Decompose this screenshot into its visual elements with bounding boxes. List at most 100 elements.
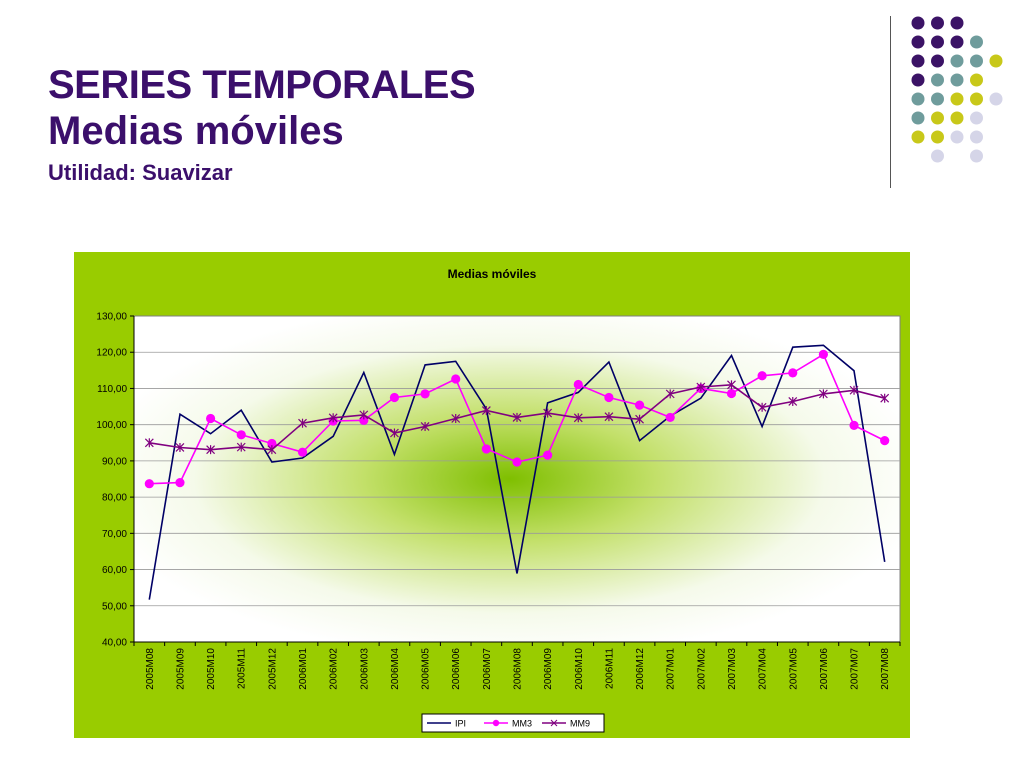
x-tick-label: 2005M08 [145,648,156,690]
x-tick-label: 2006M05 [421,648,432,690]
x-tick-label: 2006M04 [390,648,401,690]
x-tick-label: 2007M03 [727,648,738,690]
decorative-dot [970,54,983,68]
decorative-dot [931,92,944,106]
data-point-mm3 [788,368,798,378]
data-point-mm3 [389,392,400,403]
data-point-mm3 [236,430,246,440]
x-tick-label: 2005M09 [175,648,186,690]
decorative-dot [970,92,983,106]
decorative-dot [950,111,964,125]
decorative-dot [911,35,925,49]
data-point-mm9 [635,414,644,424]
x-tick-label: 2007M01 [666,648,677,690]
data-point-mm9 [144,438,154,448]
y-tick-label: 120,00 [96,348,127,359]
data-point-mm9 [420,421,430,431]
x-tick-label: 2007M08 [880,648,891,690]
legend-box [421,713,605,733]
x-tick-label: 2007M07 [850,648,861,690]
data-point-mm9 [359,410,369,420]
x-tick-label: 2005M12 [267,648,278,690]
decorative-dot [950,16,964,30]
decorative-dot [931,16,944,30]
decorative-dot [931,149,944,163]
data-point-mm3 [573,379,583,390]
data-point-mm9 [849,385,859,395]
data-point-mm3 [175,478,185,488]
data-point-mm9 [543,408,553,418]
data-point-mm9 [818,389,828,399]
slide-title-block: SERIES TEMPORALES Medias móviles Utilida… [48,62,476,190]
line-chart: Medias móviles 40,00 50,00 60,00 70,00 80,00 9… [96,267,901,733]
x-tick-label: 2006M03 [359,648,370,690]
decorative-dot [911,16,925,30]
x-tick-label: 2007M02 [696,648,707,690]
y-tick-label: 110,00 [97,384,127,395]
data-point-mm9 [727,380,736,390]
data-point-mm9 [757,402,767,412]
decorative-divider [890,16,891,188]
x-tick-label: 2005M11 [237,648,248,689]
data-point-mm3 [512,457,522,467]
data-point-mm9 [451,414,461,424]
data-point-mm9 [206,445,216,455]
data-point-mm9 [481,406,491,416]
data-point-mm9 [390,428,399,438]
decorative-dot [970,35,983,49]
data-point-mm3 [880,436,890,446]
legend-label-mm3: MM3 [512,719,532,729]
data-point-mm3 [267,438,277,449]
data-point-mm3 [849,420,859,430]
data-point-mm3 [726,388,737,399]
decorative-dot [911,92,925,106]
data-point-mm3 [543,450,553,460]
decorative-dot [970,73,983,87]
data-point-mm3 [481,444,491,454]
x-tick-label: 2006M08 [513,648,524,690]
data-point-mm3 [604,392,614,403]
series-line-ipi [148,344,886,600]
decorative-dot [950,35,964,49]
chart-area: Medias móviles 40,00 50,00 60,00 70,00 80,00 9… [74,252,910,738]
y-tick-label: 100,00 [96,420,127,431]
decorative-dot [911,111,925,125]
decorative-dot [911,73,925,87]
decorative-dot [989,54,1003,68]
x-tick-label: 2007M05 [788,648,799,690]
chart-legend: IPI MM3 MM9 [421,713,605,733]
decorative-dot [931,73,944,87]
decorative-dot [950,54,964,68]
data-point-mm3 [451,374,461,384]
data-point-mm9 [512,412,522,422]
decorative-dot [970,111,983,125]
legend-marker-mm3 [492,719,500,727]
x-tick-label: 2006M01 [298,648,309,690]
y-tick-label: 90,00 [102,456,127,467]
data-point-mm3 [297,447,308,457]
legend-label-ipi: IPI [455,719,466,729]
x-tick-label: 2007M06 [819,648,830,690]
data-point-mm9 [175,442,185,452]
x-tick-label: 2007M04 [758,648,769,690]
slide-title: SERIES TEMPORALES [48,63,476,107]
legend-label-mm9: MM9 [570,719,590,729]
data-point-mm9 [665,389,675,399]
x-tick-label: 2006M07 [482,648,493,690]
plot-area [133,315,901,643]
data-point-mm3 [420,389,430,399]
y-tick-label: 130,00 [96,312,127,323]
slide-subtitle: Utilidad: Suavizar [48,160,233,185]
decorative-dot [931,35,944,49]
data-point-mm9 [788,396,798,406]
data-point-mm3 [665,412,675,423]
decorative-dot [970,149,983,163]
data-point-mm9 [328,413,338,423]
x-tick-label: 2005M10 [206,648,217,690]
y-tick-label: 50,00 [102,601,127,612]
data-point-mm9 [267,445,277,455]
data-point-mm9 [573,413,583,423]
data-point-mm9 [696,382,706,392]
y-tick-label: 60,00 [102,565,127,576]
x-tick-label: 2006M02 [329,648,340,690]
